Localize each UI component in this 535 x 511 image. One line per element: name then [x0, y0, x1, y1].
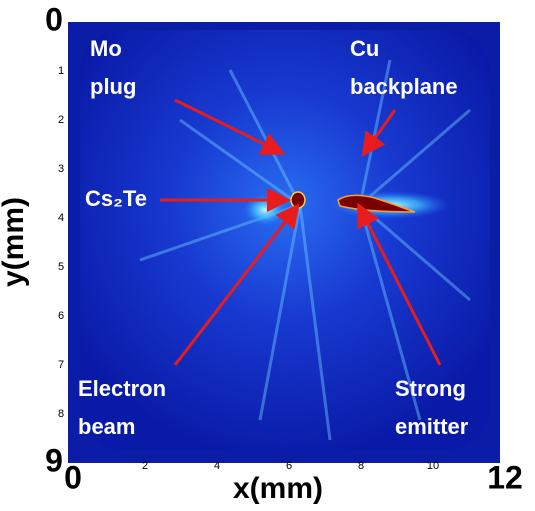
y-tick-label: 3: [58, 163, 64, 175]
y-tick-label: 5: [58, 261, 64, 273]
x-tick-label: 10: [427, 460, 439, 472]
annotation-text: emitter: [395, 414, 469, 439]
annotation-text: backplane: [350, 74, 458, 99]
x-tick-label: 8: [358, 460, 364, 472]
y-tick-label: 7: [58, 359, 64, 371]
annotation-text: Cu: [350, 36, 379, 61]
y-tick-label: 2: [58, 114, 64, 126]
x-tick-label: 2: [142, 460, 148, 472]
y-tick-label: 9: [45, 442, 63, 478]
y-tick-label: 1: [58, 65, 64, 77]
x-tick-label: 6: [286, 460, 292, 472]
y-axis-label: y(mm): [0, 197, 30, 287]
annotation-text: Mo: [90, 36, 122, 61]
annotation-text: Strong: [395, 376, 466, 401]
annotation-text: Electron: [78, 376, 166, 401]
y-tick-label: 4: [58, 212, 64, 224]
figure: x(mm) y(mm) 0246810120123456789MoplugCub…: [0, 0, 535, 511]
y-tick-label: 0: [45, 1, 63, 37]
annotation-text: Cs₂Te: [85, 186, 147, 211]
x-tick-label: 0: [64, 459, 82, 495]
x-axis-label: x(mm): [233, 472, 323, 505]
y-tick-label: 8: [58, 408, 64, 420]
x-tick-label: 12: [487, 459, 523, 495]
annotation-text: beam: [78, 414, 135, 439]
x-tick-label: 4: [214, 460, 220, 472]
y-tick-label: 6: [58, 310, 64, 322]
annotation-text: plug: [90, 74, 136, 99]
